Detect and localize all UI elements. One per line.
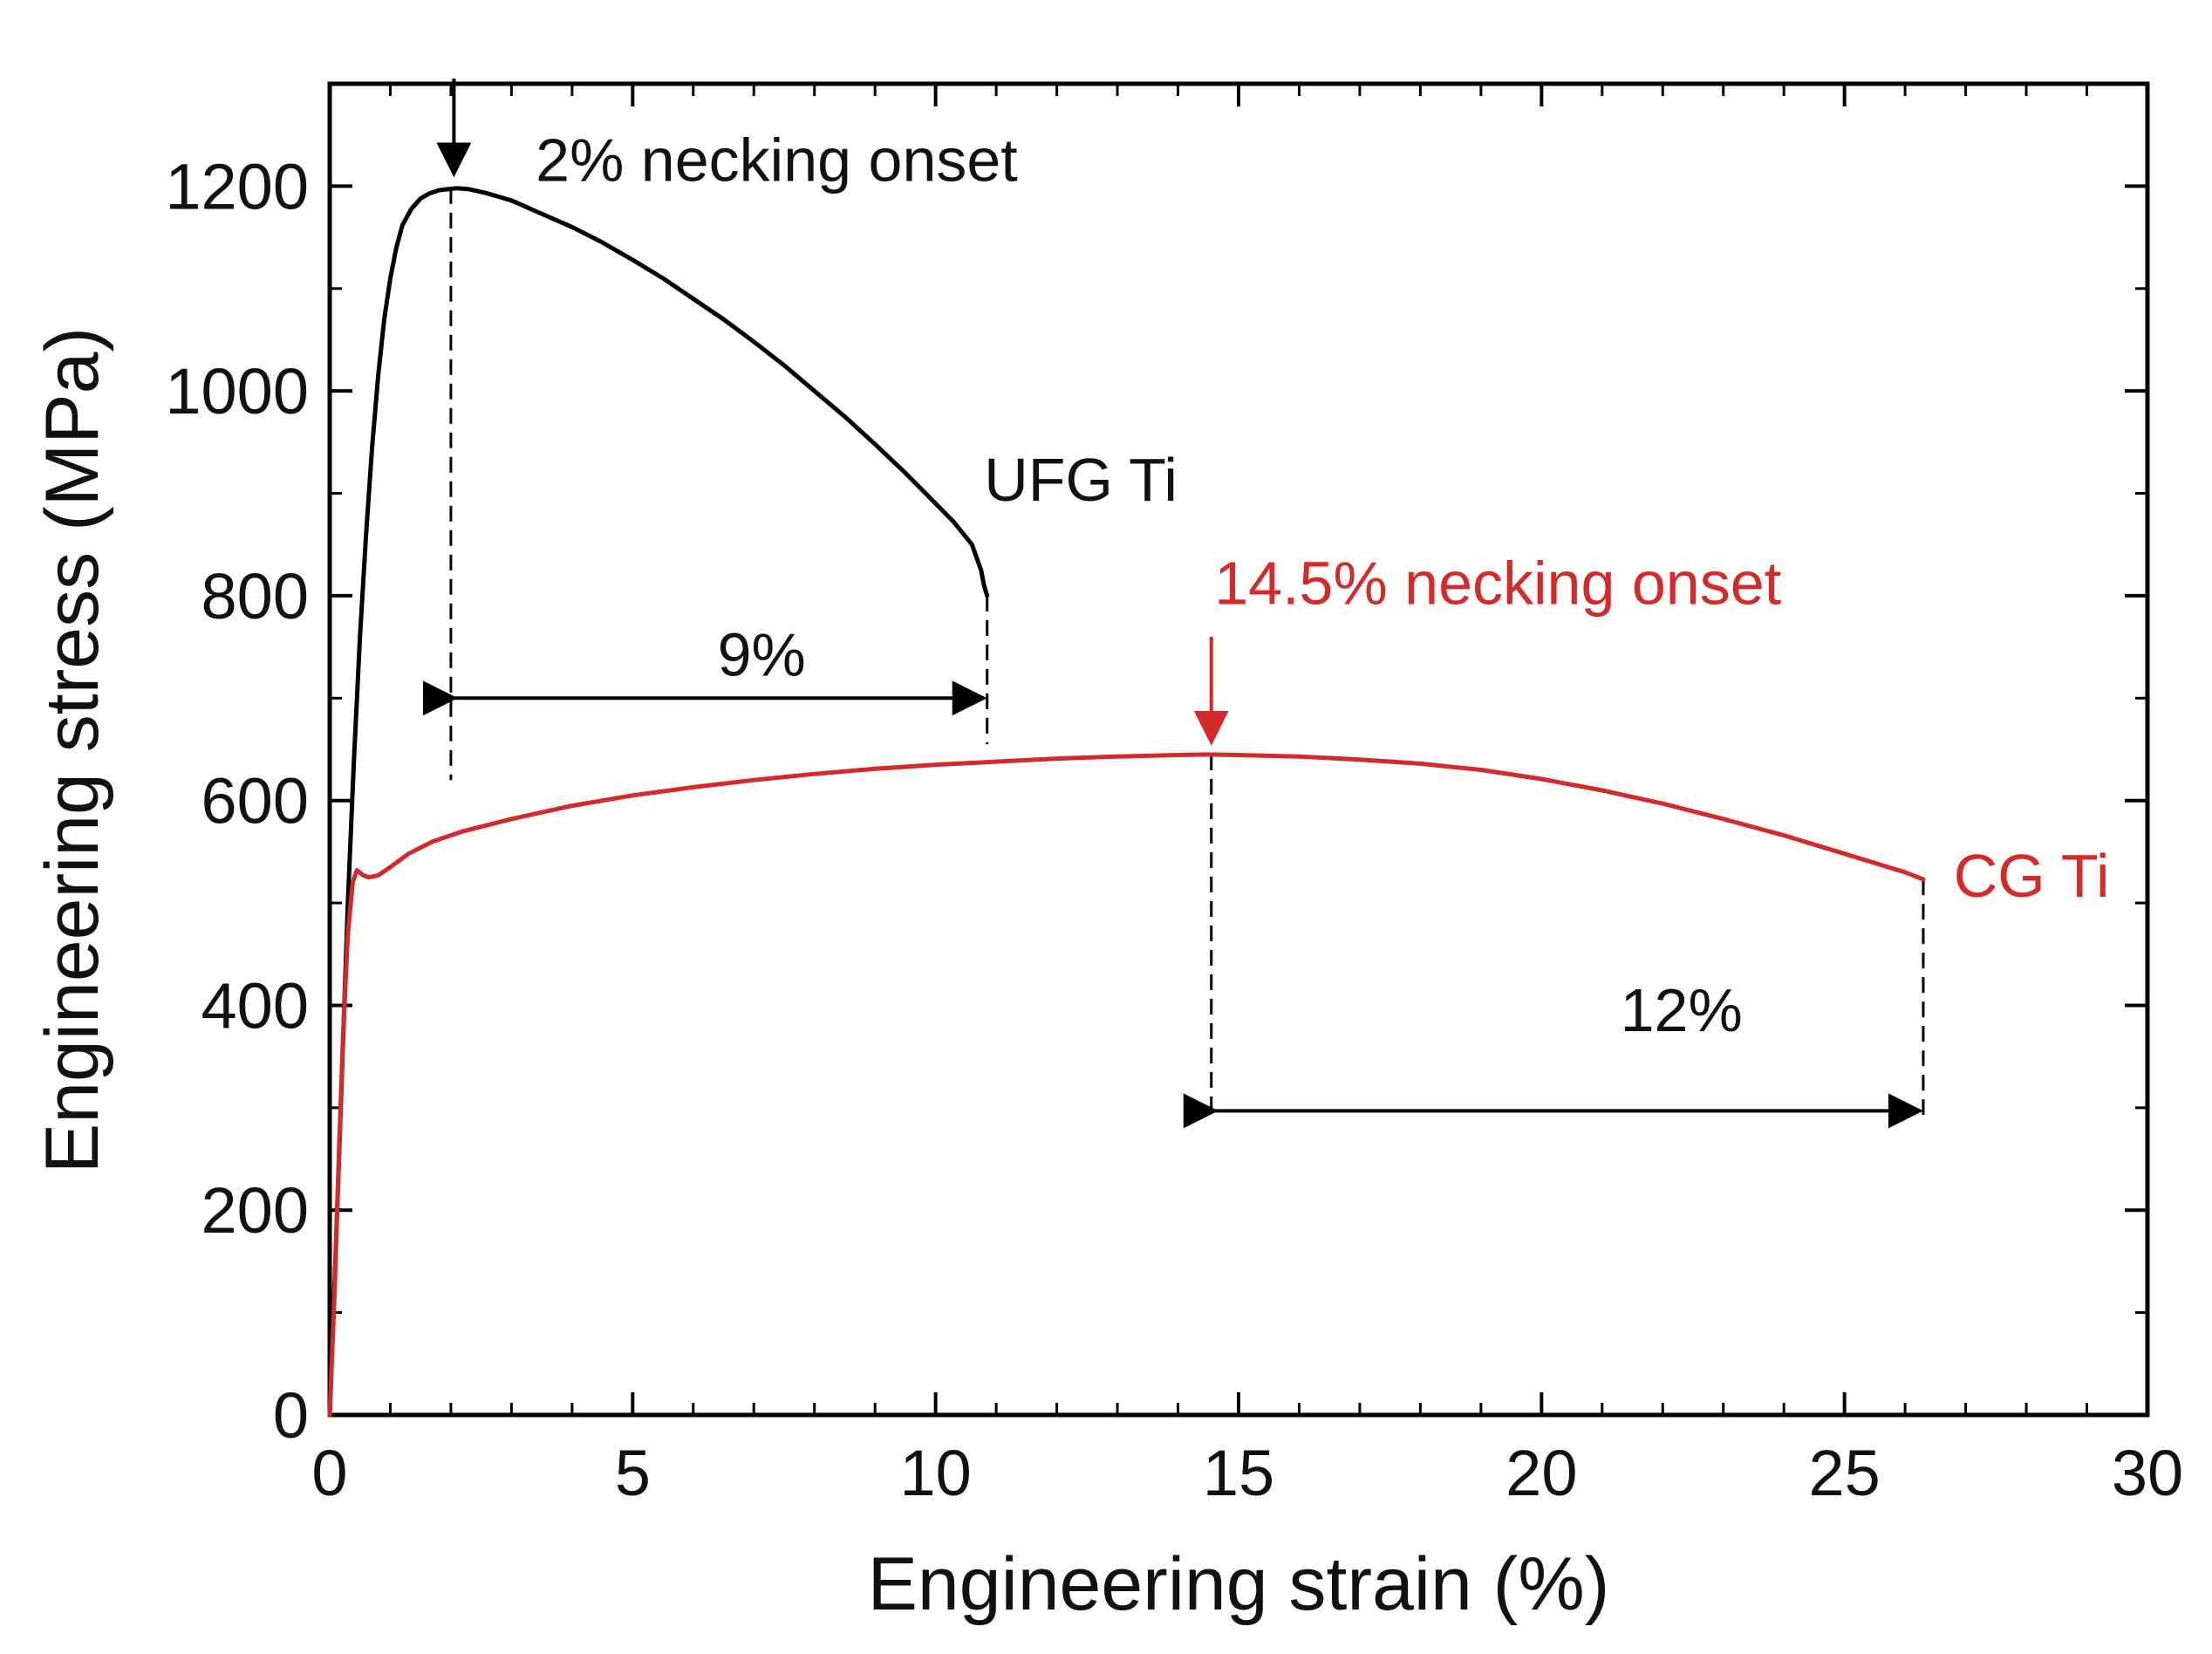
- span-arrows: [422, 680, 1923, 1129]
- x-tick-label: 10: [900, 1437, 972, 1509]
- y-axis-ticks: 0 200 400 600 800 1000 1200: [165, 150, 2147, 1452]
- x-tick-label: 30: [2112, 1437, 2183, 1509]
- y-tick-label: 400: [201, 969, 309, 1042]
- x-tick-label: 5: [615, 1437, 651, 1509]
- annotations: 2% necking onset UFG Ti 9% 14.5% necking on…: [536, 126, 2109, 1044]
- y-tick-label: 600: [201, 765, 309, 837]
- y-tick-label: 1000: [165, 355, 309, 427]
- ufg-curve-label: UFG Ti: [984, 446, 1178, 514]
- y-axis-title: Engineering stress (MPa): [31, 327, 114, 1173]
- y-tick-label: 800: [201, 560, 309, 632]
- y-tick-label: 200: [201, 1174, 309, 1247]
- x-axis-title: Engineering strain (%): [868, 1542, 1610, 1626]
- cg-span-label: 12%: [1621, 976, 1743, 1044]
- ufg-ti-curve: [327, 186, 990, 1418]
- x-tick-label: 15: [1203, 1437, 1274, 1509]
- necking-arrows: [436, 79, 1229, 746]
- x-axis-ticks: 0 5 10 15 20 25 30: [311, 84, 2183, 1509]
- cg-necking-label: 14.5% necking onset: [1214, 549, 1781, 617]
- y-tick-label: 1200: [165, 150, 309, 222]
- x-tick-label: 20: [1505, 1437, 1577, 1509]
- x-tick-label: 0: [311, 1437, 347, 1509]
- ufg-span-label: 9%: [718, 620, 806, 688]
- x-tick-label: 25: [1809, 1437, 1881, 1509]
- cg-curve-label: CG Ti: [1954, 842, 2110, 910]
- series-layer: [327, 186, 1926, 1418]
- cg-ti-curve: [327, 752, 1926, 1418]
- y-tick-label: 0: [273, 1379, 309, 1452]
- plot-frame: [327, 81, 2150, 1418]
- ufg-necking-label: 2% necking onset: [536, 126, 1018, 195]
